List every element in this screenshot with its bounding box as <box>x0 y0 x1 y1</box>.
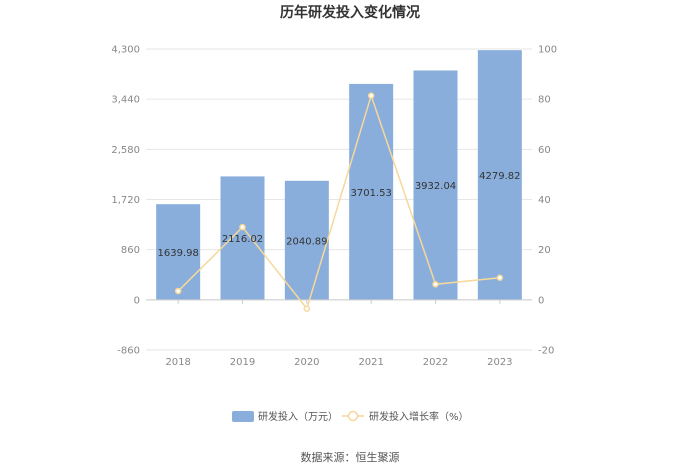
legend-label-bar: 研发投入（万元） <box>258 410 338 423</box>
y-left-tick-label: 4,300 <box>111 45 140 56</box>
legend-label-line: 研发投入增长率（%） <box>369 410 469 423</box>
y-right-tick-label: 0 <box>538 295 544 306</box>
bar <box>220 176 265 300</box>
x-tick-label: 2018 <box>165 357 190 368</box>
y-right-tick-label: 20 <box>538 245 551 256</box>
y-right-tick-label: 40 <box>538 195 551 206</box>
y-left-tick-label: 3,440 <box>111 95 140 106</box>
y-axis-right: -20 0 20 40 60 80 100 <box>538 45 557 357</box>
growth-rate-point <box>432 281 439 288</box>
bar <box>413 70 458 300</box>
growth-rate-point <box>496 274 504 282</box>
y-left-tick-label: 1,720 <box>111 195 140 206</box>
y-left-tick-label: 860 <box>121 245 140 256</box>
x-tick-label: 2019 <box>230 357 255 368</box>
growth-rate-line <box>177 93 500 311</box>
chart-title: 历年研发投入变化情况 <box>280 4 420 21</box>
bar-series <box>156 50 522 300</box>
growth-rate-point <box>239 223 246 231</box>
bar <box>477 50 522 300</box>
y-axis-left: -860 0 860 1,720 2,580 3,440 4,300 <box>111 45 140 357</box>
legend-swatch-bar <box>232 411 254 422</box>
y-left-tick-label: 0 <box>134 295 140 306</box>
growth-rate-point <box>174 287 182 295</box>
growth-rate-point <box>367 92 375 99</box>
growth-rate-point <box>303 305 311 312</box>
y-right-tick-label: -20 <box>538 346 554 357</box>
x-tick-label: 2021 <box>358 357 383 368</box>
gridlines <box>146 48 532 351</box>
data-labels: 1639.98 2116.02 2040.89 3701.53 3932.04 4279.… <box>157 171 520 259</box>
bar-data-label: 4279.82 <box>479 171 520 182</box>
x-tick-label: 2020 <box>294 357 319 368</box>
line-series <box>174 92 504 312</box>
bar <box>284 180 329 300</box>
y-right-tick-label: 80 <box>538 95 551 106</box>
legend-swatch-marker <box>347 410 359 422</box>
y-left-tick-label: 2,580 <box>111 145 140 156</box>
bar-data-label: 3932.04 <box>415 181 456 192</box>
y-right-tick-label: 100 <box>538 45 557 56</box>
x-axis: 2018 2019 2020 2021 2022 2023 <box>146 299 532 368</box>
bar-data-label: 2116.02 <box>222 234 263 245</box>
y-left-tick-label: -860 <box>117 346 140 357</box>
bar <box>156 204 201 300</box>
bar-data-label: 3701.53 <box>350 188 391 199</box>
legend[interactable]: 研发投入（万元） 研发投入增长率（%） <box>232 410 469 423</box>
bar-data-label: 1639.98 <box>157 248 198 259</box>
bar <box>349 83 394 300</box>
bar-data-label: 2040.89 <box>286 236 327 247</box>
source-note: 数据来源：恒生聚源 <box>301 450 400 464</box>
x-tick-label: 2022 <box>423 357 448 368</box>
y-right-tick-label: 60 <box>538 145 551 156</box>
x-tick-label: 2023 <box>487 357 512 368</box>
